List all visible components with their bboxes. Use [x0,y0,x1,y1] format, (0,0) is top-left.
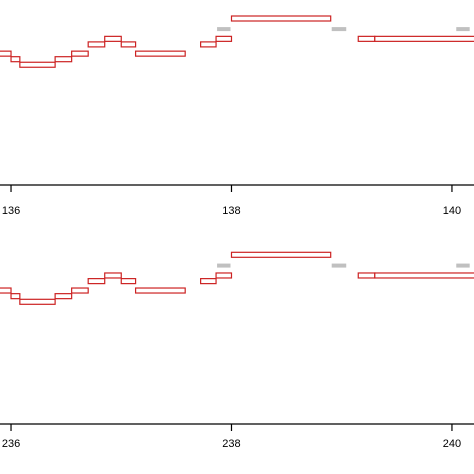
matched-note-8 [134,287,186,294]
matched-note-7 [120,41,137,48]
matched-note-9 [200,41,217,48]
matched-note-0 [0,287,12,294]
matched-note-11 [230,251,332,258]
matched-note-3 [54,56,73,63]
x-tick-label: 136 [2,205,20,217]
x-tick-label: 138 [222,205,240,217]
matched-note-6 [104,35,122,42]
unmatched-note-16 [331,263,347,268]
matched-note-5 [87,41,106,48]
matched-note-1 [10,293,21,300]
matched-note-4 [71,287,89,294]
matched-note-8 [134,50,186,57]
unmatched-note-16 [331,27,347,32]
matched-note-12 [357,272,376,279]
x-tick-label: 236 [2,438,20,450]
unmatched-note-15 [217,27,231,32]
matched-note-6 [104,272,122,279]
matched-note-10 [215,35,233,42]
x-tick-label: 240 [443,438,461,450]
matched-note-9 [200,278,217,285]
x-tick-label: 238 [222,438,240,450]
panel-1: 136 138 140 [0,15,474,217]
matched-note-3 [54,293,73,300]
unmatched-note-15 [217,263,231,268]
panel-2: 236 238 240 [0,251,474,450]
matched-note-5 [87,278,106,285]
matched-note-13 [374,272,474,279]
notes-group [0,15,474,68]
unmatched-note-17 [456,27,470,32]
matched-note-2 [19,61,56,68]
notes-group [0,251,474,305]
unmatched-note-17 [456,263,470,268]
matched-note-1 [10,56,21,63]
matched-note-4 [71,50,89,57]
matched-note-7 [120,278,137,285]
x-tick-label: 140 [443,205,461,217]
matched-note-12 [357,35,376,42]
matched-note-13 [374,35,474,42]
matched-note-10 [215,272,233,279]
matched-note-0 [0,50,12,57]
matched-note-11 [230,15,332,22]
matched-note-2 [19,298,56,305]
